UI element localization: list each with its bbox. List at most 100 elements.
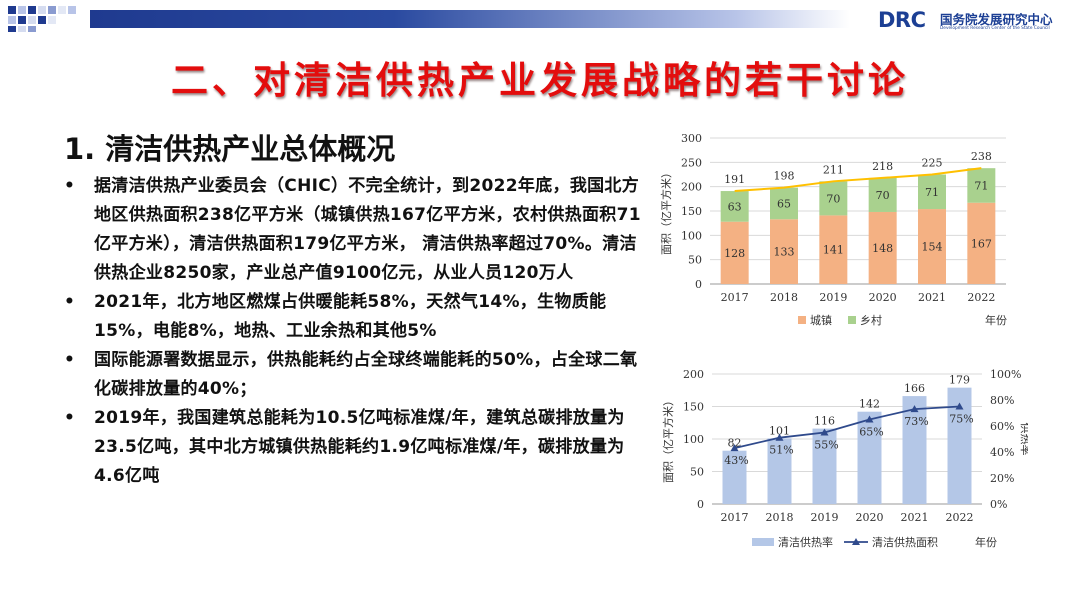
y-left-tick-label: 100 [683,433,704,446]
x-axis-title: 年份 [985,313,1007,327]
x-tick-label: 2017 [721,291,749,304]
line-data-label: 55% [814,439,838,452]
line-marker [775,433,784,441]
bullet-text: 2021年，北方地区燃煤占供暖能耗58%，天然气14%，生物质能15%，电能8%… [94,292,607,341]
y-right-tick-label: 60% [990,420,1014,433]
line-data-label: 73% [904,415,928,428]
x-tick-label: 2022 [967,291,995,304]
bar-value [722,450,747,504]
data-label-urban: 141 [823,244,844,257]
y-tick-label: 150 [681,205,702,218]
y-right-tick-label: 40% [990,446,1014,459]
x-tick-label: 2019 [819,291,847,304]
x-tick-label: 2019 [811,511,839,524]
legend-label-urban: 城镇 [810,313,832,327]
line-data-label: 51% [769,444,793,457]
section-title: 1. 清洁供热产业总体概况 [64,132,396,166]
data-label-rural: 70 [876,189,890,202]
y-right-tick-label: 80% [990,394,1014,407]
line-marker [730,444,739,452]
top-bar: DRC 国务院发展研究中心 Development Research Cente… [0,0,1080,36]
logo-en-text: Development Research Center of the State… [940,26,1050,31]
x-tick-label: 2018 [770,291,798,304]
data-label-urban: 128 [724,247,745,260]
y-left-tick-label: 200 [683,368,704,381]
line-marker [865,415,874,423]
y-left-tick-label: 0 [697,498,704,511]
line-marker [955,402,964,410]
bullet-item: • 据清洁供热产业委员会（CHIC）不完全统计，到2022年底，我国北方地区供热面… [64,172,644,288]
y-left-tick-label: 150 [683,401,704,414]
data-label-rural: 71 [974,179,988,192]
bar-urban [770,219,798,284]
data-label-urban: 133 [774,246,795,259]
y-tick-label: 250 [681,156,702,169]
bar-rural [819,181,848,216]
total-label: 225 [922,157,943,170]
data-label-rural: 70 [826,192,840,205]
bar-value [857,411,882,504]
bar-rural [770,187,798,220]
bar-value [812,428,837,504]
y-left-axis-title: 面积（亿平方米） [661,395,675,483]
total-label: 198 [774,170,795,183]
y-right-axis-title: 供热率 [1019,423,1028,456]
bar-urban [819,215,848,284]
bullet-marker: • [64,176,76,196]
bullet-item: • 2021年，北方地区燃煤占供暖能耗58%，天然气14%，生物质能15%，电能8… [64,288,644,346]
bullet-list: • 据清洁供热产业委员会（CHIC）不完全统计，到2022年底，我国北方地区供热面… [64,172,644,491]
bar-rural [918,174,946,210]
bullet-marker: • [64,292,76,312]
rate-line [734,405,960,449]
line-data-label: 75% [949,413,973,426]
line-data-label: 43% [724,454,748,467]
clean-heating-rate-chart: 0501001502000%20%40%60%80%100%8220171012… [661,368,1028,549]
y-tick-label: 300 [681,132,702,145]
data-label-rural: 63 [728,200,742,213]
y-tick-label: 200 [681,181,702,194]
header-band [90,10,850,28]
bar-value [902,396,927,504]
x-tick-label: 2021 [901,511,929,524]
line-data-label: 65% [859,426,883,439]
bar-rural [868,177,897,212]
data-label-urban: 167 [971,237,992,250]
bar-data-label: 116 [814,415,835,428]
bar-urban [918,209,946,284]
data-label-urban: 148 [872,242,893,255]
data-label-urban: 154 [922,241,943,254]
bullet-item: • 2019年，我国建筑总能耗为10.5亿吨标准煤/年，建筑总碳排放量为23.5亿… [64,404,644,491]
legend-label-line: 清洁供热面积 [872,535,938,549]
x-tick-label: 2020 [856,511,884,524]
bullet-text: 2019年，我国建筑总能耗为10.5亿吨标准煤/年，建筑总碳排放量为23.5亿吨… [94,408,625,486]
total-label: 238 [971,150,992,163]
legend-label-rural: 乡村 [860,313,882,327]
y-right-tick-label: 0% [990,498,1007,511]
data-label-rural: 65 [777,197,791,210]
bullet-item: • 国际能源署数据显示，供热能耗约占全球终端能耗的50%，占全球二氧化碳排放量的4… [64,346,644,404]
x-tick-label: 2022 [946,511,974,524]
bullet-text: 国际能源署数据显示，供热能耗约占全球终端能耗的50%，占全球二氧化碳排放量的40… [94,350,638,399]
bar-rural [967,168,996,203]
checker-squares-decoration [8,6,76,32]
y-axis-title: 面积（亿平方米） [659,167,673,255]
line-marker [820,428,829,436]
x-tick-label: 2018 [766,511,794,524]
legend-swatch-bars [752,538,774,546]
total-label: 218 [872,160,893,173]
legend-swatch-urban [798,316,806,324]
y-right-tick-label: 20% [990,472,1014,485]
logo-cn-text: 国务院发展研究中心 [940,12,1053,27]
bar-data-label: 101 [769,424,790,437]
y-tick-label: 0 [695,278,702,291]
x-axis-title: 年份 [975,535,997,549]
legend-line-marker [852,538,860,545]
legend-label-bars: 清洁供热率 [778,535,833,549]
bullet-marker: • [64,408,76,428]
bar-value [767,438,792,504]
x-tick-label: 2020 [869,291,897,304]
legend-swatch-rural [848,316,856,324]
bar-data-label: 179 [949,374,970,387]
bar-urban [967,202,996,284]
bullet-marker: • [64,350,76,370]
